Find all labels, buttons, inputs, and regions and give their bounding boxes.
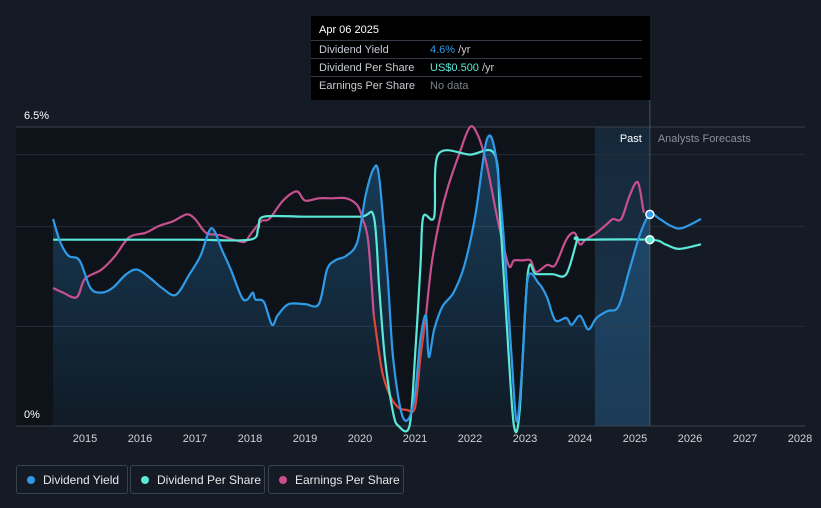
x-tick-label: 2025 bbox=[623, 433, 647, 445]
x-tick-label: 2021 bbox=[403, 433, 427, 445]
tooltip-value-number: 4.6% bbox=[430, 44, 456, 56]
tooltip-value: US$0.500 /yr bbox=[430, 62, 494, 74]
legend-label: Dividend Per Share bbox=[157, 472, 262, 487]
forecast-label: Analysts Forecasts bbox=[658, 133, 751, 145]
x-tick-label: 2024 bbox=[568, 433, 592, 445]
legend-dot-icon bbox=[27, 475, 35, 484]
tooltip-value-number: No data bbox=[430, 80, 469, 92]
tooltip-label: Dividend Yield bbox=[319, 44, 389, 56]
x-tick-label: 2019 bbox=[293, 433, 317, 445]
y-axis-min-label: 0% bbox=[24, 409, 40, 421]
x-tick-label: 2017 bbox=[183, 433, 207, 445]
past-label: Past bbox=[620, 133, 642, 145]
tooltip-row-dividend-yield: Dividend Yield 4.6% /yr bbox=[311, 40, 642, 59]
y-axis-max-label: 6.5% bbox=[24, 110, 49, 122]
tooltip-label: Dividend Per Share bbox=[319, 62, 415, 74]
x-tick-label: 2022 bbox=[458, 433, 482, 445]
tooltip-date: Apr 06 2025 bbox=[319, 24, 379, 36]
tooltip-value-unit: /yr bbox=[455, 44, 471, 56]
x-tick-label: 2027 bbox=[733, 433, 757, 445]
dividend-yield-line bbox=[52, 134, 702, 423]
x-tick-label: 2016 bbox=[128, 433, 152, 445]
chart-tooltip: Apr 06 2025 Dividend Yield 4.6% /yr Divi… bbox=[311, 16, 650, 100]
earnings-per-share-line-low bbox=[372, 315, 428, 414]
tooltip-row-earnings-per-share: Earnings Per Share No data bbox=[311, 76, 642, 95]
tooltip-value: 4.6% /yr bbox=[430, 44, 470, 56]
x-tick-label: 2026 bbox=[678, 433, 702, 445]
tooltip-value-unit: /yr bbox=[478, 62, 495, 74]
tooltip-value-number: US$0.500 bbox=[430, 62, 479, 74]
earnings-per-share-line bbox=[424, 125, 645, 316]
legend-label: Earnings Per Share bbox=[295, 472, 400, 487]
legend-dot-icon bbox=[279, 475, 287, 484]
legend-earnings-per-share[interactable]: Earnings Per Share bbox=[268, 465, 404, 494]
tooltip-label: Earnings Per Share bbox=[319, 80, 415, 92]
x-tick-label: 2023 bbox=[513, 433, 537, 445]
x-tick-label: 2028 bbox=[788, 433, 812, 445]
dividend-yield-marker bbox=[645, 209, 655, 220]
legend-label: Dividend Yield bbox=[43, 472, 120, 487]
x-tick-label: 2018 bbox=[238, 433, 262, 445]
tooltip-row-dividend-per-share: Dividend Per Share US$0.500 /yr bbox=[311, 58, 642, 77]
dividend-per-share-line bbox=[53, 148, 702, 434]
legend-dividend-per-share[interactable]: Dividend Per Share bbox=[130, 465, 265, 494]
x-tick-label: 2015 bbox=[73, 433, 97, 445]
tooltip-value: No data bbox=[430, 80, 469, 92]
legend-dot-icon bbox=[141, 475, 149, 484]
x-tick-label: 2020 bbox=[348, 433, 372, 445]
dividend-per-share-marker bbox=[645, 234, 655, 245]
legend-dividend-yield[interactable]: Dividend Yield bbox=[16, 465, 128, 494]
